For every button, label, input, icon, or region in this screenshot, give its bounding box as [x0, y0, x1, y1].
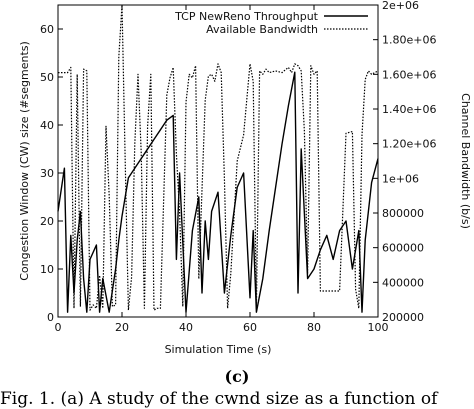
legend: TCP NewReno Throughput Available Bandwid… [174, 10, 368, 36]
x-axis-title: Simulation Time (s) [165, 343, 272, 356]
y-right-tick-label: 800000 [382, 207, 424, 220]
figure-caption: Fig. 1. (a) A study of the cwnd size as … [0, 389, 438, 409]
y-left-tick-label: 60 [40, 23, 54, 36]
series-line-tcp-throughput [57, 71, 379, 313]
plot-frame [57, 4, 379, 318]
series-line-available-bandwidth [58, 4, 379, 311]
y-right-tick-label: 600000 [382, 242, 424, 255]
legend-label-bandwidth: Available Bandwidth [206, 23, 318, 36]
y-left-tick-label: 40 [40, 119, 54, 132]
y-right-tick-label: 1.40e+06 [382, 103, 436, 116]
x-tick-label: 60 [243, 321, 257, 334]
y-left-tick-label: 20 [40, 215, 54, 228]
y-left-tick-label: 30 [40, 167, 54, 180]
tick-layer: 0 20 40 60 80 100 0 10 20 30 40 50 60 200000 400000 600… [40, 0, 436, 334]
y-right-tick-label: 1.20e+06 [382, 138, 436, 151]
x-tick-label: 20 [115, 321, 129, 334]
y-right-tick-label: 400000 [382, 276, 424, 289]
y-left-tick-label: 50 [40, 71, 54, 84]
y-right-tick-label: 1.60e+06 [382, 68, 436, 81]
y-right-tick-label: 1.80e+06 [382, 34, 436, 47]
chart: 0 20 40 60 80 100 0 10 20 30 40 50 60 200000 400000 600… [18, 0, 472, 356]
y-left-axis-title: Congestion Window (CW) size (#segments) [18, 41, 31, 281]
y-right-tick-label: 1e+06 [382, 172, 419, 185]
legend-label-throughput: TCP NewReno Throughput [174, 10, 319, 23]
y-left-tick-label: 10 [40, 263, 54, 276]
x-tick-label: 80 [307, 321, 321, 334]
y-right-tick-label: 200000 [382, 311, 424, 324]
x-tick-label: 40 [179, 321, 193, 334]
y-right-axis-title: Channel Bandwidth (b/s) [459, 93, 472, 229]
y-left-tick-label: 0 [47, 311, 54, 324]
series-layer [57, 4, 379, 313]
x-tick-label: 0 [55, 321, 62, 334]
y-right-tick-label: 2e+06 [382, 0, 419, 12]
panel-label: (c) [224, 367, 250, 386]
x-tick-label: 100 [368, 321, 389, 334]
